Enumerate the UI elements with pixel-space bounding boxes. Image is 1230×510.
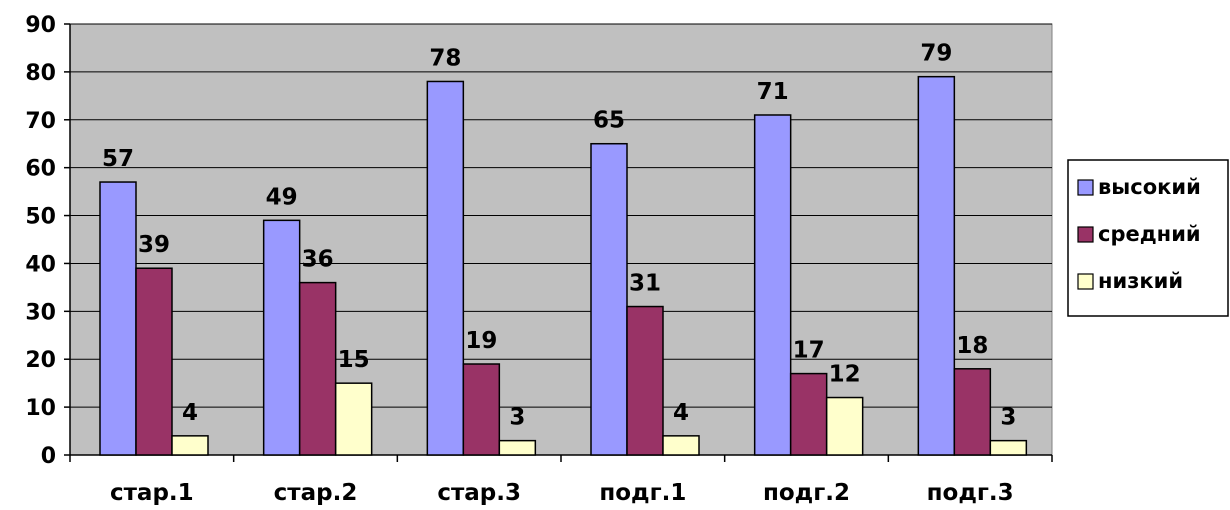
legend: высокий средний низкий [1067,159,1229,317]
data-label: 19 [465,328,497,354]
y-tick-label: 10 [25,396,56,421]
y-tick-label: 20 [25,348,56,373]
bar [171,435,209,456]
bar [662,435,700,456]
y-tick-label: 80 [25,61,56,86]
legend-swatch [1077,273,1094,290]
category-label: подг.2 [763,480,850,506]
legend-label: низкий [1098,269,1183,293]
data-label: 3 [509,405,525,431]
category-label: подг.3 [927,480,1014,506]
legend-swatch [1077,226,1094,243]
legend-box [1067,159,1229,317]
bar [953,368,992,456]
y-tick-label: 70 [25,109,56,134]
data-label: 15 [338,347,370,373]
data-label: 57 [102,146,134,172]
legend-label: высокий [1098,175,1201,199]
bar [626,305,664,456]
data-label: 4 [182,400,198,426]
data-label: 49 [266,184,298,210]
y-tick-label: 50 [25,205,56,230]
bar [917,75,956,456]
bar [426,80,465,456]
bar [99,181,137,456]
plot-area [69,23,1053,456]
data-label: 71 [757,79,789,105]
legend-swatch [1077,179,1094,196]
category-label: стар.2 [274,480,358,506]
bar [789,372,828,456]
bar [135,267,173,456]
y-tick-label: 0 [41,444,56,469]
data-label: 12 [829,362,861,388]
category-label: стар.3 [437,480,521,506]
bar [298,281,337,456]
data-label: 17 [793,338,825,364]
data-label: 36 [302,247,334,273]
category-label: стар.1 [110,480,194,506]
bar [590,142,628,456]
data-label: 3 [1000,405,1016,431]
data-label: 4 [673,400,689,426]
data-label: 79 [920,41,952,67]
category-label: подг.1 [599,480,686,506]
y-tick-label: 60 [25,157,56,182]
y-tick-label: 90 [25,13,56,38]
data-label: 18 [956,333,988,359]
data-label: 78 [429,45,461,71]
bar [334,382,373,456]
data-label: 65 [593,108,625,134]
legend-label: средний [1098,222,1201,246]
y-tick-label: 40 [25,252,56,277]
y-tick-label: 30 [25,300,56,325]
bar [989,439,1028,456]
bar [262,219,301,456]
data-label: 39 [138,232,170,258]
bar [753,114,792,456]
bar [825,396,864,456]
bar [498,439,537,456]
data-label: 31 [629,271,661,297]
bar [462,363,501,456]
